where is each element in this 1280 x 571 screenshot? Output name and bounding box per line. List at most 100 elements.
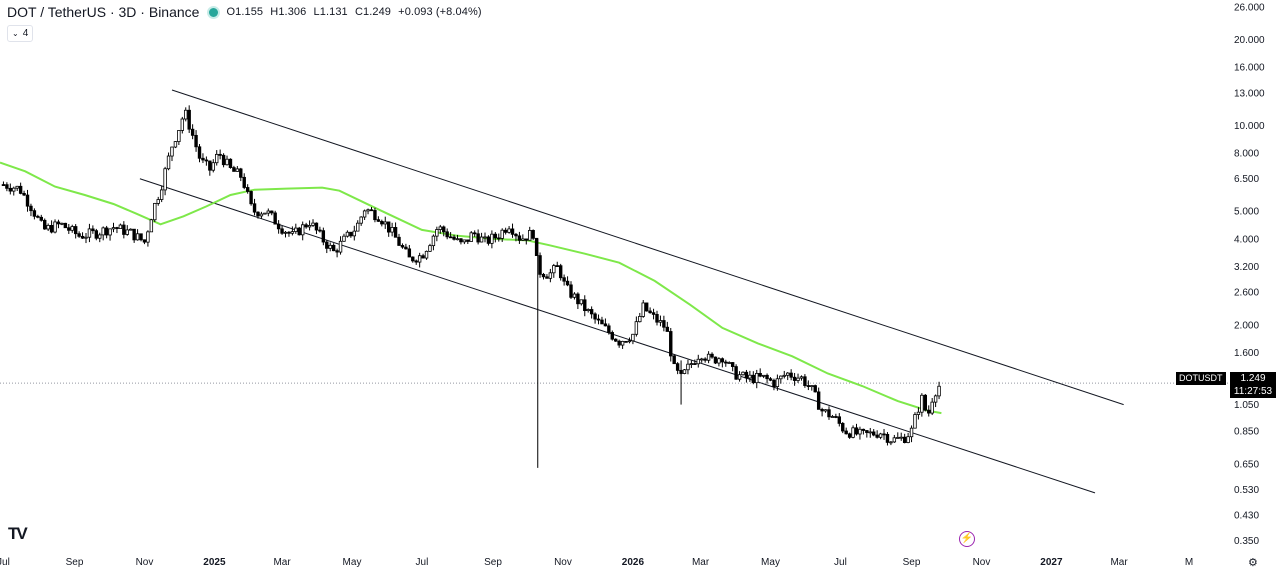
gear-icon[interactable]: ⚙ <box>1248 557 1258 569</box>
y-tick-label: 5.000 <box>1234 207 1259 218</box>
candle-body <box>589 309 594 315</box>
candle-body <box>727 362 731 364</box>
candle-body <box>541 273 546 278</box>
candle-body <box>366 209 370 212</box>
candle-body <box>927 409 931 414</box>
candle-body <box>775 378 780 387</box>
candle-body <box>772 379 776 387</box>
candle-body <box>380 220 384 225</box>
y-tick-label: 0.650 <box>1234 460 1259 471</box>
candle-body <box>510 228 515 235</box>
x-tick-label: Mar <box>1110 557 1128 568</box>
candle-body <box>184 109 188 120</box>
candle-body <box>596 318 601 321</box>
candle-body <box>349 231 353 237</box>
candle-body <box>132 228 136 241</box>
candle-body <box>816 391 821 410</box>
candle-body <box>273 212 277 225</box>
candle-body <box>479 236 484 243</box>
candle-body <box>404 246 408 250</box>
candle-body <box>421 255 425 259</box>
candle-body <box>538 255 542 275</box>
candle-body <box>39 216 43 221</box>
y-tick-label: 2.000 <box>1234 320 1259 331</box>
candle-body <box>194 134 198 148</box>
candle-body <box>923 394 927 411</box>
candle-body <box>201 157 205 161</box>
candle-body <box>445 231 449 238</box>
candle-body <box>239 168 243 178</box>
candle-body <box>108 228 112 236</box>
candle-body <box>87 228 92 238</box>
candle-body <box>875 434 879 438</box>
x-tick-label: Nov <box>554 557 572 568</box>
y-tick-label: 16.000 <box>1234 63 1265 74</box>
price-tag-countdown: 11:27:53 <box>1233 386 1273 397</box>
candle-body <box>882 433 886 436</box>
candle-body <box>700 358 704 361</box>
candle-body <box>631 333 635 342</box>
candle-body <box>761 374 766 377</box>
change-value: +0.093 (+8.04%) <box>398 6 482 18</box>
y-tick-label: 1.050 <box>1234 400 1259 411</box>
candle-body <box>259 213 264 217</box>
candle-body <box>565 280 570 286</box>
candle-body <box>156 199 160 204</box>
candle-body <box>854 427 859 435</box>
candle-body <box>641 302 645 317</box>
candle-body <box>741 371 745 376</box>
candle-body <box>558 265 563 279</box>
candle-body <box>713 356 718 364</box>
high-value: H1.306 <box>270 6 307 18</box>
symbol-tag: DOTUSDT <box>1176 372 1226 385</box>
candle-body <box>569 284 573 298</box>
candle-body <box>338 240 343 253</box>
x-tick-label: Mar <box>273 557 291 568</box>
candle-body <box>46 225 50 230</box>
candle-body <box>177 130 181 142</box>
symbol-title[interactable]: DOT / TetherUS · 3D · Binance <box>7 4 200 20</box>
candle-body <box>311 222 315 226</box>
candle-body <box>263 212 267 215</box>
candle-body <box>545 276 549 279</box>
y-tick-label: 20.000 <box>1234 35 1265 46</box>
candle-body <box>600 319 604 325</box>
candle-body <box>462 239 467 243</box>
x-tick-label: Sep <box>484 557 502 568</box>
x-tick-label: May <box>343 557 362 568</box>
candle-body <box>225 158 229 166</box>
candle-body <box>607 325 611 333</box>
candle-body <box>376 219 381 222</box>
candle-body <box>307 225 312 228</box>
candle-body <box>930 401 934 414</box>
tradingview-logo[interactable]: TV <box>8 524 28 543</box>
candle-body <box>301 224 305 236</box>
candle-body <box>486 236 491 244</box>
candle-body <box>411 256 415 262</box>
candle-body <box>359 216 363 224</box>
candle-body <box>834 416 838 418</box>
candle-body <box>98 234 102 239</box>
candle-body <box>682 369 687 374</box>
candle-body <box>796 377 800 381</box>
candle-body <box>173 141 178 148</box>
candle-body <box>524 238 528 241</box>
indicators-toggle-button[interactable]: ⌄ 4 <box>7 25 34 42</box>
candle-body <box>878 433 883 438</box>
candle-body <box>252 203 257 213</box>
candle-body <box>373 210 377 221</box>
candle-body <box>331 244 336 252</box>
x-tick-label: Mar <box>692 557 710 568</box>
x-tick-label: Jul <box>416 557 429 568</box>
candle-body <box>820 408 824 412</box>
candle-body <box>80 235 85 239</box>
flash-icon[interactable]: ⚡ <box>959 531 975 547</box>
candle-body <box>60 222 64 225</box>
candle-body <box>197 146 202 159</box>
x-tick-label: Sep <box>66 557 84 568</box>
candle-body <box>135 233 140 241</box>
candle-body <box>755 373 759 384</box>
candle-body <box>662 320 666 328</box>
candle-body <box>149 219 154 233</box>
